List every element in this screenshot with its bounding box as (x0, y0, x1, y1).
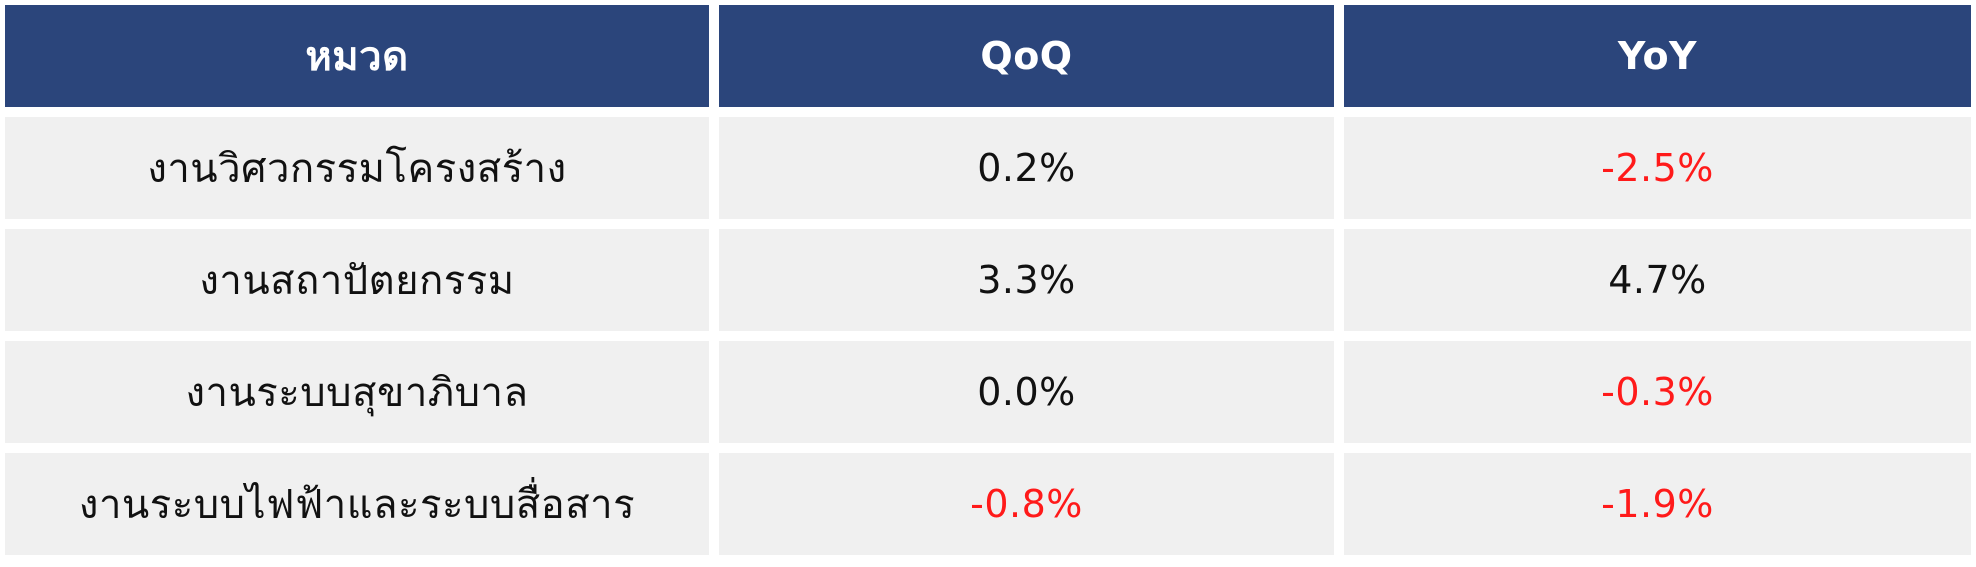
row-3-yoy: -0.3% (1339, 336, 1976, 448)
row-1-yoy: -2.5% (1339, 112, 1976, 224)
header-qoq: QoQ (714, 0, 1339, 112)
row-1-category: งานวิศวกรรมโครงสร้าง (0, 112, 714, 224)
row-1-qoq: 0.2% (714, 112, 1339, 224)
header-yoy: YoY (1339, 0, 1976, 112)
row-4-yoy: -1.9% (1339, 448, 1976, 560)
row-3-qoq: 0.0% (714, 336, 1339, 448)
header-category: หมวด (0, 0, 714, 112)
row-2-qoq: 3.3% (714, 224, 1339, 336)
row-4-qoq: -0.8% (714, 448, 1339, 560)
row-2-category: งานสถาปัตยกรรม (0, 224, 714, 336)
row-4-category: งานระบบไฟฟ้าและระบบสื่อสาร (0, 448, 714, 560)
row-2-yoy: 4.7% (1339, 224, 1976, 336)
row-3-category: งานระบบสุขาภิบาล (0, 336, 714, 448)
